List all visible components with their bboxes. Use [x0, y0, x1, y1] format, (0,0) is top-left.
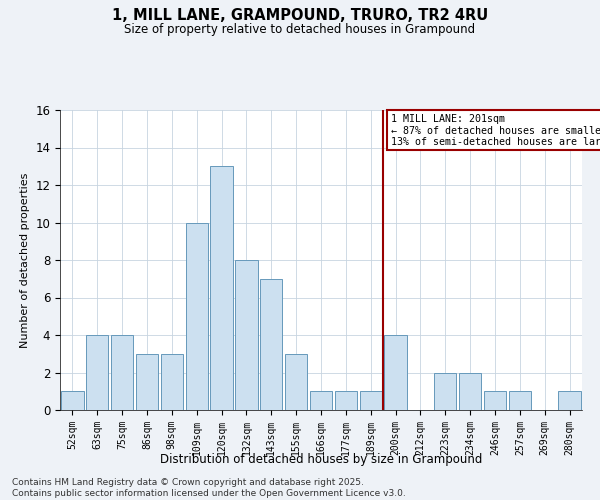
Text: 1 MILL LANE: 201sqm
← 87% of detached houses are smaller (59)
13% of semi-detach: 1 MILL LANE: 201sqm ← 87% of detached ho… [391, 114, 600, 147]
Text: 1, MILL LANE, GRAMPOUND, TRURO, TR2 4RU: 1, MILL LANE, GRAMPOUND, TRURO, TR2 4RU [112, 8, 488, 22]
Bar [385, 335, 407, 410]
Bar [161, 354, 183, 410]
Text: Distribution of detached houses by size in Grampound: Distribution of detached houses by size … [160, 452, 482, 466]
Bar [459, 372, 481, 410]
Bar [310, 391, 332, 410]
Bar [434, 372, 457, 410]
Y-axis label: Number of detached properties: Number of detached properties [20, 172, 30, 348]
Bar [111, 335, 133, 410]
Bar [86, 335, 109, 410]
Text: Contains HM Land Registry data © Crown copyright and database right 2025.
Contai: Contains HM Land Registry data © Crown c… [12, 478, 406, 498]
Bar [359, 391, 382, 410]
Bar [260, 279, 283, 410]
Text: Size of property relative to detached houses in Grampound: Size of property relative to detached ho… [124, 22, 476, 36]
Bar [61, 391, 83, 410]
Bar [559, 391, 581, 410]
Bar [509, 391, 531, 410]
Bar [335, 391, 357, 410]
Bar [136, 354, 158, 410]
Bar [484, 391, 506, 410]
Bar [211, 166, 233, 410]
Bar [185, 222, 208, 410]
Bar [235, 260, 257, 410]
Bar [285, 354, 307, 410]
